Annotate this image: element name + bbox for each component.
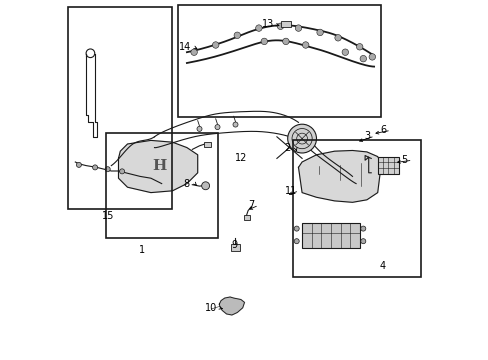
Circle shape — [261, 38, 267, 45]
Bar — [292, 140, 420, 277]
Circle shape — [282, 38, 288, 45]
Circle shape — [201, 182, 209, 190]
Circle shape — [342, 49, 348, 55]
Bar — [204, 142, 210, 147]
Text: 9: 9 — [231, 240, 237, 250]
Text: 1: 1 — [139, 245, 144, 255]
Text: 7: 7 — [247, 200, 254, 210]
Circle shape — [287, 124, 316, 153]
Polygon shape — [219, 297, 244, 315]
Circle shape — [255, 25, 262, 31]
Circle shape — [212, 42, 219, 48]
Circle shape — [295, 25, 301, 31]
Text: 2: 2 — [284, 143, 290, 153]
Circle shape — [294, 226, 299, 231]
Circle shape — [197, 126, 202, 131]
Circle shape — [120, 169, 124, 174]
Circle shape — [360, 239, 365, 244]
Bar — [68, 7, 172, 209]
Text: 4: 4 — [379, 261, 386, 271]
Circle shape — [76, 162, 81, 167]
Circle shape — [356, 44, 362, 50]
Bar — [106, 133, 217, 238]
Text: 8: 8 — [183, 179, 189, 189]
Circle shape — [234, 32, 240, 39]
Circle shape — [316, 29, 323, 36]
Circle shape — [359, 55, 366, 62]
Polygon shape — [298, 150, 381, 202]
Text: 11: 11 — [285, 186, 297, 196]
Bar — [280, 21, 291, 27]
Circle shape — [190, 49, 197, 55]
Text: 5: 5 — [401, 155, 407, 165]
Circle shape — [368, 54, 375, 60]
Circle shape — [105, 167, 110, 172]
Text: 3: 3 — [363, 131, 369, 141]
Polygon shape — [118, 140, 197, 193]
Circle shape — [277, 23, 283, 30]
Circle shape — [302, 42, 308, 48]
Circle shape — [294, 239, 299, 244]
Circle shape — [334, 35, 341, 41]
Bar — [244, 215, 250, 220]
Text: 12: 12 — [234, 153, 246, 163]
Circle shape — [215, 125, 220, 130]
Bar — [302, 223, 359, 248]
Text: 10: 10 — [205, 303, 217, 313]
Text: 6: 6 — [379, 125, 386, 135]
Text: H: H — [152, 159, 167, 173]
Circle shape — [232, 122, 238, 127]
Bar — [178, 5, 381, 117]
Circle shape — [360, 226, 365, 231]
Text: 13: 13 — [261, 19, 273, 30]
Bar — [377, 157, 399, 174]
Bar — [230, 244, 240, 251]
Circle shape — [92, 165, 98, 170]
Text: 14: 14 — [179, 42, 191, 52]
Text: 15: 15 — [102, 211, 114, 221]
